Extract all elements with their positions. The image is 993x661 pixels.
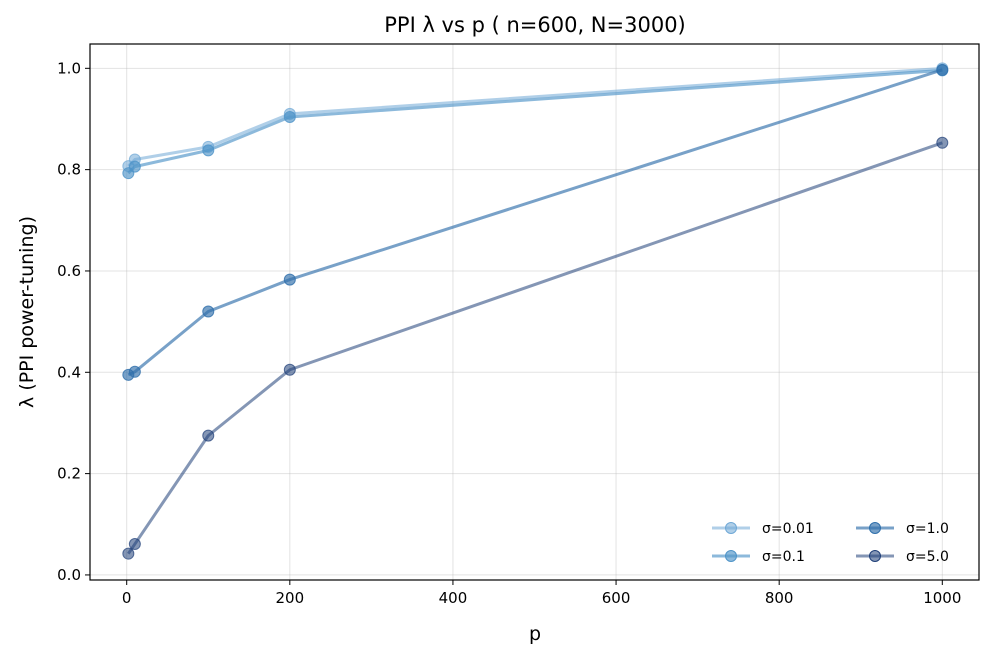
series-line [127, 141, 943, 555]
legend: σ=0.01 σ=0.1 σ=1.0 σ=5.0 [712, 521, 949, 565]
x-tick-label: 400 [439, 589, 468, 607]
legend-item: σ=5.0 [856, 549, 949, 565]
legend-marker [725, 550, 737, 562]
y-tick-label: 0.2 [57, 465, 81, 483]
legend-label: σ=0.1 [762, 549, 805, 565]
plot-frame [89, 43, 980, 581]
series-line [127, 68, 943, 377]
y-tick-label: 0.0 [57, 566, 81, 584]
data-point [936, 136, 949, 149]
series-4 [122, 136, 949, 560]
grid-layer [90, 44, 979, 580]
x-axis-label: p [529, 623, 541, 645]
series-line [127, 66, 943, 168]
y-axis-label: λ (PPI power-tuning) [16, 216, 38, 408]
series-line [127, 68, 943, 175]
legend-item: σ=0.01 [712, 521, 814, 537]
series-2 [122, 64, 949, 180]
series-layer [122, 62, 949, 560]
x-tick-label: 0 [122, 589, 132, 607]
x-tick-label: 1000 [923, 589, 961, 607]
legend-label: σ=5.0 [906, 549, 949, 565]
data-point [202, 144, 215, 157]
series-3 [122, 63, 949, 381]
legend-label: σ=1.0 [906, 521, 949, 537]
legend-marker [869, 550, 881, 562]
data-point [283, 273, 296, 286]
x-tick-label: 800 [765, 589, 794, 607]
legend-item: σ=0.1 [712, 549, 805, 565]
tick-layer: 0 200 400 600 800 1000 0.0 0.2 0.4 0.6 0.8 1.0 [57, 59, 961, 607]
y-tick-label: 0.6 [57, 262, 81, 280]
data-point [202, 305, 215, 318]
data-point [283, 110, 296, 123]
data-point [936, 63, 949, 76]
y-tick-label: 1.0 [57, 59, 81, 77]
legend-marker [869, 522, 881, 534]
chart-title: PPI λ vs p ( n=600, N=3000) [384, 13, 686, 37]
y-tick-label: 0.8 [57, 161, 81, 179]
data-point [128, 365, 141, 378]
x-tick-label: 200 [276, 589, 305, 607]
legend-item: σ=1.0 [856, 521, 949, 537]
legend-marker [725, 522, 737, 534]
data-point [283, 363, 296, 376]
data-point [128, 538, 141, 551]
data-point [202, 429, 215, 442]
y-tick-label: 0.4 [57, 363, 81, 381]
data-point [128, 160, 141, 173]
x-tick-label: 600 [602, 589, 631, 607]
legend-label: σ=0.01 [762, 521, 814, 537]
data-point [122, 547, 135, 560]
